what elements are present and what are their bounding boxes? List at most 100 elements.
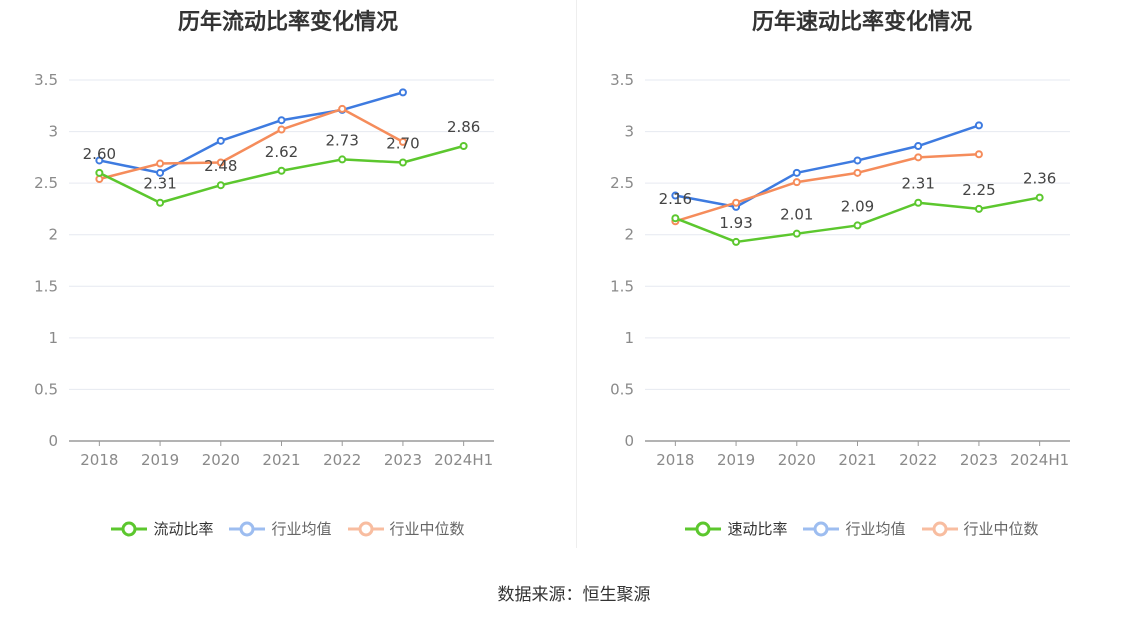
legend-line-icon <box>347 521 384 536</box>
data-point-main <box>914 198 923 207</box>
data-point-main <box>732 237 741 246</box>
data-point-avg <box>398 88 407 97</box>
legend-item-industry-median[interactable]: 行业中位数 <box>921 518 1039 539</box>
y-tick-label: 2.5 <box>34 174 58 192</box>
y-tick-label: 3 <box>624 123 634 141</box>
y-tick-label: 0.5 <box>34 380 58 398</box>
x-tick-label: 2022 <box>323 451 361 469</box>
data-label: 2.36 <box>1023 170 1056 188</box>
x-tick-label: 2022 <box>899 451 937 469</box>
x-tick-label: 2019 <box>717 451 755 469</box>
data-point-median <box>853 168 862 177</box>
data-point-median <box>338 104 347 113</box>
chart-panel-current-ratio: 历年流动比率变化情况 0 0.5 1 1.5 2 2.5 3 3.5 2018 2019 2020 2… <box>0 0 576 560</box>
y-tick-label: 0.5 <box>610 380 634 398</box>
legend-item-main[interactable]: 速动比率 <box>685 518 787 539</box>
series-line-avg <box>99 91 404 175</box>
y-tick-label: 3.5 <box>610 71 634 89</box>
data-point-main <box>671 214 680 223</box>
y-tick-label: 3.5 <box>34 71 58 89</box>
data-label: 2.48 <box>204 157 237 175</box>
data-point-avg <box>95 156 104 165</box>
series-line-median <box>674 153 979 223</box>
data-point-main <box>974 204 983 213</box>
line-chart-quick-ratio: 0 0.5 1 1.5 2 2.5 3 3.5 2018 2019 2020 2021 2022 2023… <box>610 71 1070 469</box>
data-point-main <box>216 181 225 190</box>
data-point-main <box>277 166 286 175</box>
data-point-avg <box>914 142 923 151</box>
data-point-main <box>95 168 104 177</box>
chart-title: 历年速动比率变化情况 <box>751 10 972 35</box>
y-tick-label: 1 <box>624 329 634 347</box>
x-tick-label: 2018 <box>80 451 118 469</box>
y-tick-label: 2 <box>624 226 634 244</box>
x-tick-label: 2024H1 <box>434 451 493 469</box>
legend-item-industry-average[interactable]: 行业均值 <box>803 518 906 539</box>
x-tick-label: 2019 <box>141 451 179 469</box>
x-tick-label: 2023 <box>960 451 998 469</box>
legend-line-icon <box>685 521 722 536</box>
data-label: 1.93 <box>719 214 752 232</box>
data-point-median <box>398 137 407 146</box>
data-point-median <box>95 175 104 184</box>
data-point-median <box>914 153 923 162</box>
series-line-avg <box>675 124 980 209</box>
data-label: 2.70 <box>386 135 419 153</box>
x-tick-label: 2020 <box>202 451 240 469</box>
data-point-avg <box>216 136 225 145</box>
data-label: 2.16 <box>659 190 692 208</box>
data-point-main <box>792 229 801 238</box>
legend-label: 行业均值 <box>271 520 332 538</box>
y-tick-label: 3 <box>48 123 58 141</box>
y-tick-label: 1.5 <box>610 277 634 295</box>
data-point-main <box>853 221 862 230</box>
data-label: 2.31 <box>143 175 176 193</box>
data-label: 2.31 <box>902 175 935 193</box>
y-tick-label: 2 <box>48 226 58 244</box>
data-point-main <box>459 142 468 151</box>
legend-item-industry-average[interactable]: 行业均值 <box>229 518 332 539</box>
legend-item-industry-median[interactable]: 行业中位数 <box>347 518 465 539</box>
data-point-median <box>974 150 983 159</box>
data-label: 2.86 <box>447 118 480 136</box>
data-point-main <box>1035 193 1044 202</box>
data-point-avg <box>974 121 983 130</box>
y-tick-label: 1 <box>48 329 58 347</box>
legend-label: 流动比率 <box>153 520 214 538</box>
data-label: 2.25 <box>962 181 995 199</box>
legend-label: 行业中位数 <box>389 520 465 538</box>
data-point-avg <box>853 156 862 165</box>
y-tick-label: 0 <box>48 432 58 450</box>
data-point-main <box>156 198 165 207</box>
legend-label: 行业均值 <box>845 520 906 538</box>
x-tick-label: 2020 <box>778 451 816 469</box>
legend-line-icon <box>921 521 958 536</box>
x-tick-label: 2023 <box>384 451 422 469</box>
legend-label: 速动比率 <box>727 520 788 538</box>
data-point-avg <box>671 191 680 200</box>
data-point-median <box>732 198 741 207</box>
data-point-median <box>156 159 165 168</box>
legend-line-icon <box>803 521 840 536</box>
y-tick-label: 0 <box>624 432 634 450</box>
legend-label: 行业中位数 <box>963 520 1039 538</box>
line-chart-current-ratio: 0 0.5 1 1.5 2 2.5 3 3.5 2018 2019 2020 2021 2022 2023… <box>34 71 494 469</box>
data-point-median <box>216 158 225 167</box>
data-label: 2.01 <box>780 206 813 224</box>
data-point-main <box>398 158 407 167</box>
legend-item-main[interactable]: 流动比率 <box>111 518 213 539</box>
legend-line-icon <box>229 521 266 536</box>
data-label: 2.62 <box>265 143 298 161</box>
data-point-avg <box>156 168 165 177</box>
chart-title: 历年流动比率变化情况 <box>177 10 398 35</box>
data-source-note: 数据来源：恒生聚源 <box>497 585 651 605</box>
data-label: 2.73 <box>326 131 359 149</box>
chart-panel-quick-ratio: 历年速动比率变化情况 0 0.5 1 1.5 2 2.5 3 3.5 2018 2019 2020 2… <box>576 0 1148 560</box>
x-tick-label: 2021 <box>262 451 300 469</box>
x-tick-label: 2024H1 <box>1010 451 1069 469</box>
data-point-avg <box>792 168 801 177</box>
data-label: 2.60 <box>83 145 116 163</box>
data-point-main <box>338 155 347 164</box>
y-tick-label: 2.5 <box>610 174 634 192</box>
data-point-median <box>277 125 286 134</box>
